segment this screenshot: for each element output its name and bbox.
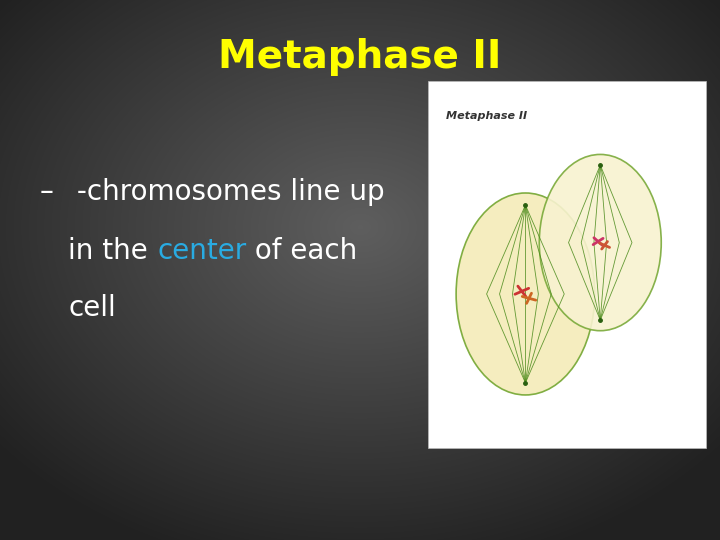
Text: of each: of each xyxy=(246,237,358,265)
Text: cell: cell xyxy=(68,294,116,322)
Text: Metaphase II: Metaphase II xyxy=(446,111,528,121)
FancyBboxPatch shape xyxy=(428,81,706,448)
Text: -chromosomes line up: -chromosomes line up xyxy=(68,178,385,206)
Text: Metaphase II: Metaphase II xyxy=(218,38,502,76)
Text: center: center xyxy=(157,237,246,265)
Ellipse shape xyxy=(456,193,595,395)
Text: in the: in the xyxy=(68,237,157,265)
Text: –: – xyxy=(40,178,53,206)
Ellipse shape xyxy=(539,154,661,330)
